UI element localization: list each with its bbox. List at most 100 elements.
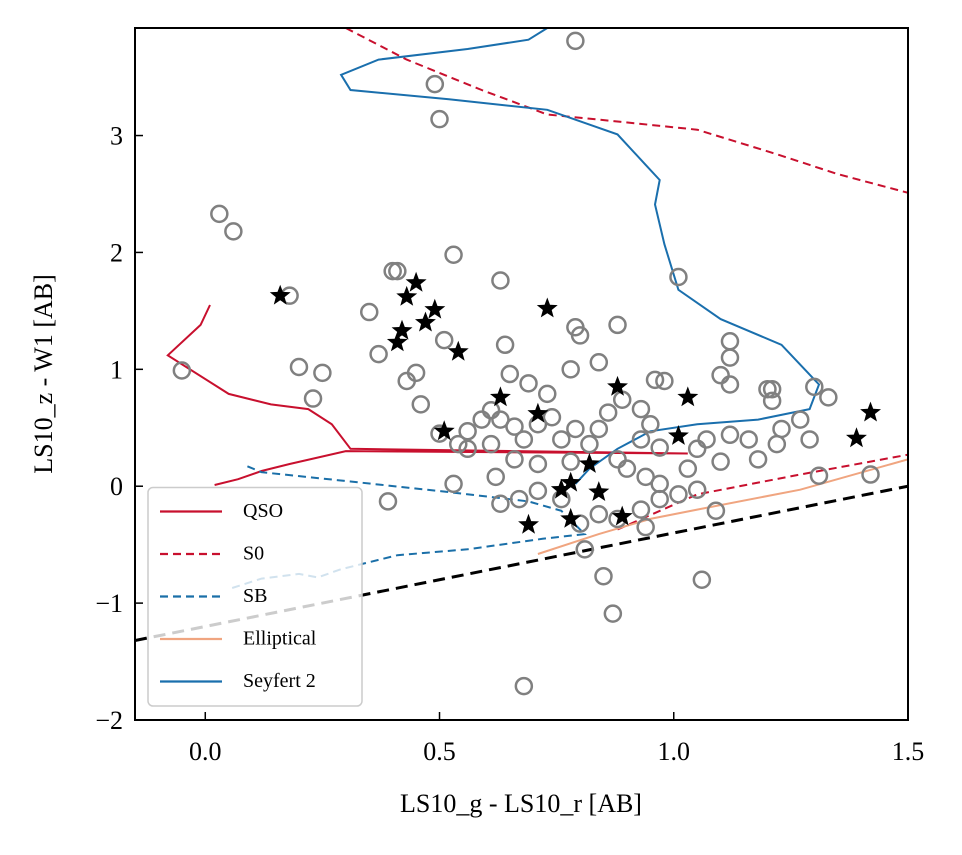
line-series — [166, 304, 688, 486]
circle-point — [491, 410, 510, 429]
y-axis-label: LS10_z - W1 [AB] — [29, 274, 58, 474]
star-point — [527, 402, 549, 423]
x-tick-label: 0.0 — [189, 737, 222, 766]
circle-point — [552, 430, 571, 449]
circle-point — [519, 374, 538, 393]
circle-point — [172, 361, 192, 380]
circle-point — [650, 489, 669, 509]
line-series — [135, 484, 908, 642]
circle-point — [458, 439, 477, 459]
circle-point — [608, 315, 627, 335]
circle-point — [720, 425, 740, 445]
circle-point — [514, 430, 534, 449]
legend-label: QSO — [243, 500, 283, 522]
circle-point — [739, 430, 758, 449]
circle-point — [425, 74, 445, 94]
circle-point — [589, 353, 609, 372]
circle-point — [580, 434, 599, 454]
circle-point — [617, 459, 637, 478]
circle-point — [383, 261, 402, 281]
circle-point — [655, 371, 674, 391]
line-series — [345, 28, 908, 531]
star-point — [677, 386, 699, 407]
circle-point — [697, 430, 716, 449]
legend-label: Elliptical — [243, 628, 317, 650]
circle-point — [631, 430, 651, 449]
circle-point — [303, 389, 323, 408]
circle-point — [570, 326, 590, 345]
circle-point — [598, 403, 618, 422]
circle-point — [603, 604, 623, 623]
legend: QSO S0 SB Elliptical Seyfert 2 — [147, 486, 363, 707]
circle-point — [720, 348, 740, 367]
star-point — [391, 319, 413, 340]
circle-point — [528, 454, 548, 474]
star-point — [607, 375, 628, 396]
circle-point — [505, 417, 524, 436]
star-point — [269, 284, 291, 305]
circle-point — [430, 109, 449, 129]
circle-point — [491, 494, 510, 513]
circle-point — [449, 434, 468, 454]
circle-point — [861, 465, 880, 484]
circle-point — [509, 489, 529, 509]
circle-point — [645, 370, 665, 390]
circle-point — [631, 500, 651, 519]
circle-point — [566, 419, 585, 439]
star-point — [424, 298, 446, 319]
star-point — [668, 425, 689, 445]
circle-point — [594, 566, 613, 586]
circle-point — [486, 467, 505, 487]
circle-point — [411, 395, 431, 414]
star-point — [846, 427, 867, 448]
circle-point — [481, 434, 501, 454]
circle-point — [641, 415, 660, 434]
x-tick-label: 1.5 — [892, 737, 925, 766]
star-point — [415, 311, 436, 332]
circle-point — [444, 245, 463, 265]
circle-point — [458, 422, 477, 441]
circle-point — [800, 430, 819, 449]
circle-point — [397, 371, 416, 391]
circle-point — [767, 434, 787, 454]
legend-label: SB — [243, 585, 267, 607]
circle-point — [772, 419, 791, 439]
y-tick-label: 0 — [110, 472, 123, 501]
x-tick-label: 1.0 — [658, 737, 691, 766]
circle-point — [758, 379, 777, 399]
circle-point — [491, 271, 510, 290]
circle-point — [636, 517, 655, 537]
circle-point — [809, 466, 829, 485]
circle-point — [687, 480, 707, 499]
y-tick-label: 1 — [110, 355, 123, 384]
star-point — [588, 481, 610, 501]
circle-point — [608, 450, 627, 469]
circle-point — [650, 474, 669, 494]
star-point — [386, 331, 408, 352]
circle-point — [650, 438, 669, 457]
circle-point — [505, 450, 524, 469]
circle-point — [692, 570, 712, 589]
star-point — [550, 478, 572, 499]
line-series — [339, 28, 821, 485]
y-tick-label: 3 — [110, 122, 123, 151]
circle-point — [514, 676, 534, 696]
circle-point — [720, 332, 740, 351]
circle-point — [805, 377, 824, 397]
circle-point — [224, 222, 243, 241]
circle-point — [359, 302, 379, 322]
circle-point — [706, 501, 726, 521]
star-point — [536, 297, 558, 318]
x-tick-label: 0.5 — [423, 737, 456, 766]
star-point — [405, 271, 427, 292]
circle-point — [566, 31, 585, 51]
axes-frame — [134, 27, 909, 721]
circle-point — [481, 400, 501, 420]
line-series — [228, 465, 587, 591]
circle-point — [589, 505, 609, 524]
circle-point — [561, 452, 580, 471]
circle-point — [711, 365, 730, 385]
circle-point — [388, 261, 407, 281]
circle-point — [313, 363, 332, 383]
